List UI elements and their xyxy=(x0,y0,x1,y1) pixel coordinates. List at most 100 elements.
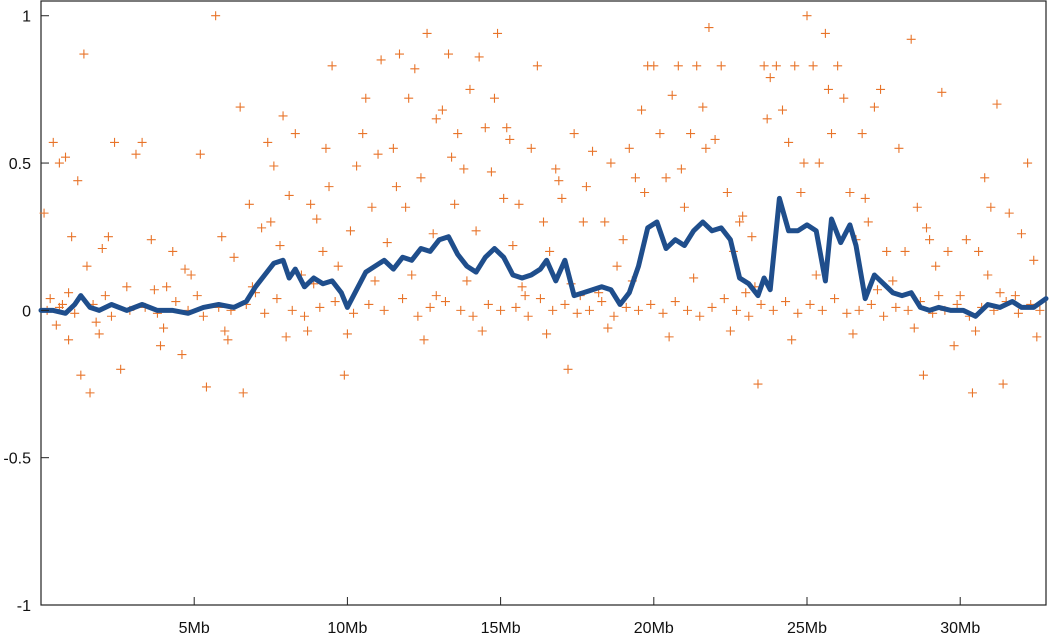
scatter-point xyxy=(909,323,919,333)
scatter-point xyxy=(468,311,478,321)
scatter-point xyxy=(621,302,631,312)
scatter-point xyxy=(983,270,993,280)
scatter-point xyxy=(260,308,270,318)
scatter-point xyxy=(771,61,781,71)
scatter-point xyxy=(676,164,686,174)
scatter-point xyxy=(664,332,674,342)
scatter-point xyxy=(352,161,362,171)
scatter-point xyxy=(1016,229,1026,239)
scatter-point xyxy=(180,264,190,274)
scatter-point xyxy=(171,297,181,307)
scatter-point xyxy=(367,202,377,212)
scatter-point xyxy=(925,235,935,245)
scatter-point xyxy=(413,311,423,321)
scatter-point xyxy=(943,246,953,256)
trend-line xyxy=(38,195,1049,319)
scatter-point xyxy=(830,294,840,304)
x-tick-label: 25Mb xyxy=(787,620,827,637)
scatter-point xyxy=(269,161,279,171)
x-tick-label: 10Mb xyxy=(327,620,367,637)
scatter-point xyxy=(211,11,221,21)
scatter-point xyxy=(520,291,530,301)
scatter-point xyxy=(1023,158,1033,168)
scatter-point xyxy=(137,137,147,147)
scatter-point xyxy=(177,350,187,360)
scatter-point xyxy=(79,49,89,59)
scatter-point xyxy=(278,111,288,121)
scatter-point xyxy=(48,137,58,147)
scatter-point xyxy=(606,158,616,168)
scatter-point xyxy=(655,129,665,139)
scatter-point xyxy=(744,311,754,321)
scatter-point xyxy=(159,323,169,333)
scatter-point xyxy=(679,202,689,212)
scatter-point xyxy=(692,61,702,71)
scatter-point xyxy=(759,61,769,71)
scatter-point xyxy=(584,305,594,315)
scatter-point xyxy=(1013,308,1023,318)
scatter-point xyxy=(523,311,533,321)
scatter-point xyxy=(823,84,833,94)
scatter-point xyxy=(54,158,64,168)
scatter-point xyxy=(440,297,450,307)
scatter-point xyxy=(459,164,469,174)
scatter-point xyxy=(257,223,267,233)
scatter-point xyxy=(934,291,944,301)
scatter-point xyxy=(967,388,977,398)
scatter-point xyxy=(863,217,873,227)
scatter-point xyxy=(300,311,310,321)
scatter-point xyxy=(922,223,932,233)
scatter-point xyxy=(980,173,990,183)
scatter-point xyxy=(394,49,404,59)
scatter-point xyxy=(82,261,92,271)
scatter-point xyxy=(281,332,291,342)
scatter-point xyxy=(425,302,435,312)
scatter-point xyxy=(122,282,132,292)
scatter-point xyxy=(661,173,671,183)
scatter-point xyxy=(499,193,509,203)
scatter-point xyxy=(765,73,775,83)
scatter-point xyxy=(477,326,487,336)
scatter-point xyxy=(900,246,910,256)
scatter-point xyxy=(949,341,959,351)
scatter-point xyxy=(992,99,1002,109)
scatter-point xyxy=(149,285,159,295)
scatter-point xyxy=(263,137,273,147)
scatter-point xyxy=(51,320,61,330)
scatter-point xyxy=(502,123,512,133)
scatter-point xyxy=(85,388,95,398)
scatter-point xyxy=(532,61,542,71)
scatter-point xyxy=(428,229,438,239)
x-tick-label: 15Mb xyxy=(481,620,521,637)
scatter-point xyxy=(229,252,239,262)
plot-frame xyxy=(40,0,1047,606)
scatter-point xyxy=(437,105,447,115)
scatter-point xyxy=(551,164,561,174)
scatter-point xyxy=(410,64,420,74)
scatter-point xyxy=(155,341,165,351)
scatter-point xyxy=(903,305,913,315)
scatter-point xyxy=(781,297,791,307)
scatter-point xyxy=(777,105,787,115)
scatter-point xyxy=(217,232,227,242)
scatter-point xyxy=(539,217,548,227)
scatter-point xyxy=(275,241,285,251)
scatter-point xyxy=(995,288,1005,298)
scatter-point xyxy=(854,305,864,315)
scatter-point xyxy=(869,102,879,112)
y-tick-label: -1 xyxy=(17,598,31,615)
scatter-point xyxy=(462,276,472,286)
scatter-point xyxy=(131,149,141,159)
scatter-point xyxy=(971,326,981,336)
scatter-point xyxy=(888,276,898,286)
scatter-point xyxy=(894,143,904,153)
scatter-point xyxy=(811,270,821,280)
scatter-point xyxy=(557,193,567,203)
scatter-point xyxy=(802,11,812,21)
scatter-point xyxy=(753,379,763,389)
scatter-point xyxy=(986,202,996,212)
scatter-point xyxy=(238,388,248,398)
scatter-point xyxy=(588,146,598,156)
scatter-point xyxy=(741,288,751,298)
